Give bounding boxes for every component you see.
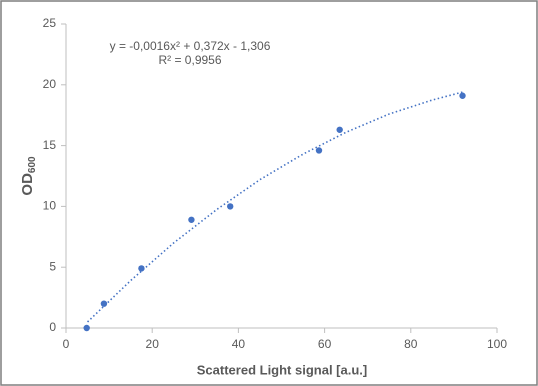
data-point bbox=[188, 216, 195, 223]
x-tick-label: 100 bbox=[487, 337, 507, 351]
x-tick-label: 40 bbox=[232, 337, 246, 351]
data-point bbox=[83, 324, 90, 332]
x-tick-label: 60 bbox=[318, 337, 332, 351]
data-point bbox=[459, 92, 466, 99]
r-squared: R² = 0,9956 bbox=[158, 53, 221, 67]
x-tick-label: 80 bbox=[404, 337, 418, 351]
x-tick-label: 20 bbox=[146, 337, 160, 351]
y-axis-title: OD600 bbox=[19, 156, 38, 196]
y-tick-label: 20 bbox=[43, 77, 57, 91]
x-tick-label: 0 bbox=[63, 337, 70, 351]
x-axis-title: Scattered Light signal [a.u.] bbox=[197, 362, 367, 377]
data-point bbox=[315, 147, 323, 154]
y-axis-title-main: OD bbox=[19, 173, 36, 196]
y-tick-label: 25 bbox=[43, 16, 57, 30]
data-point bbox=[138, 265, 145, 272]
y-tick-label: 15 bbox=[43, 138, 57, 152]
equation: y = -0,0016x² + 0,372x - 1,306 bbox=[110, 39, 271, 53]
y-tick-label: 10 bbox=[43, 199, 57, 213]
y-tick-label: 0 bbox=[49, 320, 56, 334]
trendline bbox=[86, 91, 463, 323]
y-axis-title-sub: 600 bbox=[27, 156, 38, 173]
y-tick-label: 5 bbox=[49, 259, 56, 273]
data-point bbox=[336, 126, 343, 133]
data-point bbox=[227, 203, 234, 210]
data-point bbox=[100, 300, 108, 307]
